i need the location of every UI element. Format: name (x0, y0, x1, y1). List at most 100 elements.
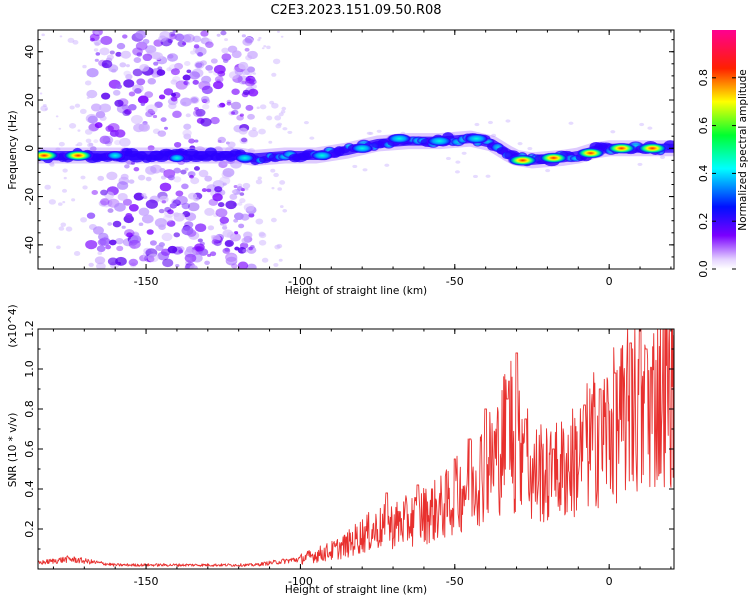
spectrogram-noise-blob (141, 193, 147, 197)
spectrogram-y-tick-label: -20 (23, 188, 36, 206)
spectrogram-noise-blob (245, 55, 253, 61)
spectrogram-noise-blob (263, 45, 267, 48)
spectrogram-noise-blob (173, 212, 180, 218)
colorbar-tick-label: 0.0 (697, 260, 710, 278)
snr-y-tick-label: 0.2 (23, 520, 36, 538)
spectrogram-noise-blob (158, 209, 164, 213)
spectrogram-noise-blob (204, 175, 213, 182)
spectrogram-noise-blob (210, 58, 218, 64)
spectrogram-noise-blob (88, 262, 94, 267)
spectrogram-noise-blob (142, 53, 153, 62)
snr-y-tick-label: 1.2 (23, 320, 36, 338)
spectrogram-noise-blob (132, 47, 143, 56)
spectrogram-noise-blob (94, 256, 106, 265)
spectrogram-noise-blob (184, 263, 196, 269)
spectrogram-y-ticks: -40 -20 0 20 40 (23, 39, 674, 270)
spectrogram-noise-blob (94, 122, 103, 129)
spectrogram-noise-blob (137, 95, 149, 104)
spectrogram-noise-blob (474, 122, 480, 127)
spectrogram-noise-blob (125, 212, 133, 219)
spectrogram-noise-blob (123, 79, 135, 88)
spectrogram-noise-blob (122, 198, 133, 206)
spectrogram-noise-blob (173, 167, 181, 174)
spectrogram-y-tick-label: 20 (23, 93, 36, 107)
spectrogram-noise-blob (215, 208, 228, 218)
spectrogram-noise-blob (139, 63, 150, 72)
spectrogram-noise-blob (202, 103, 210, 110)
spectrogram-noise-blob (44, 184, 51, 190)
spectrogram-noise-blob (303, 121, 309, 125)
spectrogram-noise-blob (237, 183, 243, 188)
spectrogram-noise-blob (222, 58, 229, 63)
spectrogram-noise-blob (201, 85, 213, 95)
spectrogram-noise-blob (211, 239, 219, 245)
spectrogram-noise-blob (126, 232, 133, 238)
spectrogram-noise-blob (80, 175, 86, 180)
snr-x-tick-label: -100 (288, 575, 313, 588)
spectrogram-noise-blob (62, 201, 66, 204)
colorbar-label: Normalized spectral amplitude (737, 69, 749, 230)
spectrogram-noise-blob (247, 50, 258, 60)
spectrogram-noise-blob (505, 119, 511, 123)
spectrogram-noise-blob (224, 38, 229, 42)
colorbar-tick-label: 0.2 (697, 212, 710, 230)
spectrogram-noise-blob (89, 146, 97, 152)
spectrogram-noise-blob (210, 234, 216, 239)
spectrogram-noise-blob (105, 244, 112, 250)
spectrogram-noise-blob (376, 129, 382, 133)
spectrogram-noise-blob (247, 113, 255, 120)
spectrogram-noise-blob (161, 200, 167, 204)
spectrogram-noise-blob (174, 33, 185, 42)
snr-x-tick-label: -150 (134, 575, 159, 588)
spectrogram-noise-blob (112, 89, 121, 96)
spectrogram-noise-blob (99, 135, 111, 145)
spectrogram-noise-blob (222, 223, 227, 228)
spectrogram-noise-blob (491, 133, 497, 137)
spectrogram-peak (539, 152, 569, 164)
spectrogram-x-axis-label: Height of straight line (km) (285, 285, 427, 297)
spectrogram-noise-blob (117, 193, 128, 201)
spectrogram-peak (606, 142, 637, 154)
spectrogram-noise-blob (258, 239, 267, 246)
spectrogram-noise-blob (125, 73, 133, 80)
spectrogram-noise-blob (61, 188, 68, 193)
spectrogram-noise-blob (106, 171, 118, 181)
spectrogram-noise-blob (138, 207, 150, 216)
spectrogram-peak (350, 143, 374, 154)
spectrogram-noise-blob (258, 36, 262, 40)
spectrogram-peak (63, 150, 94, 162)
spectrogram-x-tick-label: -150 (134, 275, 159, 288)
spectrogram-noise-blob (175, 80, 188, 90)
spectrogram-noise-blob (251, 127, 257, 131)
spectrogram-noise-blob (273, 172, 279, 178)
spectrogram-noise-blob (133, 192, 144, 201)
spectrogram-noise-blob (238, 127, 248, 135)
spectrogram-noise-blob (222, 225, 228, 230)
spectrogram-noise-blob (94, 31, 100, 35)
spectrogram-noise-blob (207, 253, 212, 257)
spectrogram-noise-blob (183, 80, 189, 85)
spectrogram-noise-blob (82, 185, 88, 190)
spectrogram-noise-blob (362, 168, 368, 172)
spectrogram-peak (426, 135, 453, 147)
spectrogram-noise-blob (172, 76, 181, 83)
spectrogram-noise-blob (65, 226, 73, 232)
spectrogram-noise-blob (195, 108, 206, 117)
spectrogram-noise-blob (218, 160, 228, 169)
spectrogram-noise-blob (132, 68, 143, 77)
spectrogram-noise-blob (125, 64, 130, 68)
spectrogram-noise-blob (188, 138, 195, 144)
spectrogram-noise-blob (277, 187, 282, 191)
spectrogram-noise-blob (91, 189, 98, 195)
spectrogram-noise-blob (282, 127, 288, 131)
spectrogram-noise-blob (200, 30, 209, 37)
spectrogram-noise-blob (154, 218, 168, 228)
spectrogram-noise-blob (99, 103, 112, 113)
spectrogram-noise-blob (221, 47, 229, 54)
spectrogram-noise-blob (172, 30, 178, 33)
spectrogram-noise-blob (180, 34, 192, 43)
spectrogram-noise-blob (266, 45, 271, 50)
spectrogram-noise-blob (138, 222, 144, 227)
spectrogram-noise-blob (245, 77, 251, 82)
